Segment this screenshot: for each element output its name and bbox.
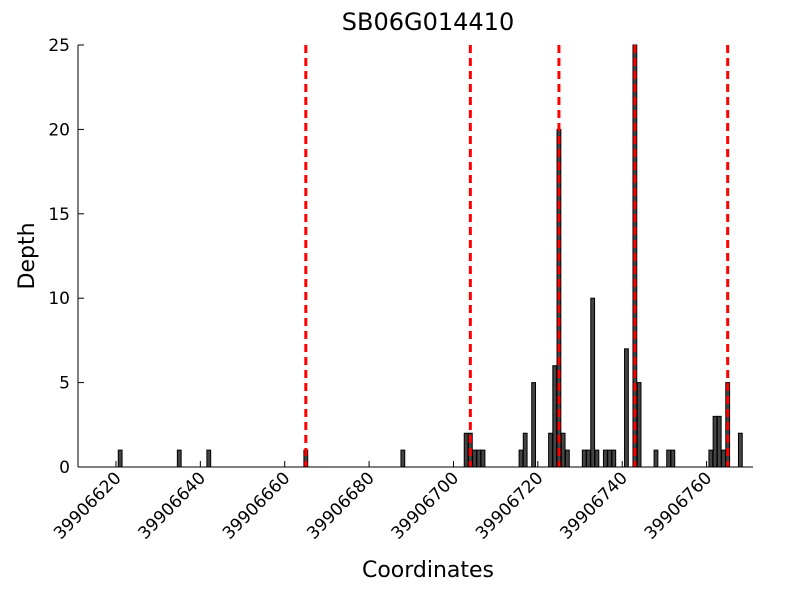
- bar: [531, 382, 537, 468]
- bar: [176, 449, 182, 468]
- y-tick-label: 15: [48, 205, 70, 225]
- bar: [594, 449, 600, 468]
- bar: [586, 449, 591, 468]
- y-tick-label: 0: [59, 458, 70, 478]
- bar: [653, 449, 659, 468]
- bar: [611, 449, 617, 468]
- bar: [472, 449, 477, 468]
- bar: [636, 382, 642, 468]
- x-axis-label: Coordinates: [362, 558, 494, 583]
- bar: [708, 449, 714, 468]
- y-tick-label: 25: [48, 36, 70, 56]
- bar: [548, 432, 553, 468]
- bar: [670, 449, 676, 468]
- bar: [463, 432, 469, 468]
- x-tick-label: 39906720: [472, 468, 547, 543]
- bar: [737, 432, 743, 468]
- y-axis-label: Depth: [15, 222, 40, 289]
- bar: [712, 415, 718, 468]
- x-tick-label: 39906620: [50, 468, 125, 543]
- bar: [581, 449, 587, 468]
- y-tick-label: 20: [48, 120, 70, 140]
- x-tick-label: 39906660: [219, 468, 294, 543]
- x-tick-label: 39906760: [641, 468, 716, 543]
- bar: [522, 432, 528, 468]
- bar: [480, 449, 486, 468]
- x-tick-label: 39906680: [303, 468, 378, 543]
- bar: [602, 449, 608, 468]
- bar: [666, 449, 672, 468]
- y-tick-label: 5: [59, 374, 70, 394]
- x-tick-label: 39906700: [388, 468, 463, 543]
- bar: [716, 415, 722, 468]
- bar: [564, 449, 570, 468]
- x-tick-label: 39906740: [556, 468, 631, 543]
- bar: [476, 449, 482, 468]
- bar: [552, 365, 558, 468]
- bar: [400, 449, 406, 468]
- bar: [518, 449, 524, 468]
- bar: [721, 449, 726, 468]
- bar: [624, 348, 629, 468]
- y-tick-label: 10: [48, 289, 70, 309]
- bar: [607, 449, 612, 468]
- bar: [206, 449, 212, 468]
- bar: [117, 449, 123, 468]
- bar: [560, 432, 566, 468]
- chart-title: SB06G014410: [342, 8, 514, 36]
- bar: [590, 297, 596, 468]
- x-tick-label: 39906640: [135, 468, 210, 543]
